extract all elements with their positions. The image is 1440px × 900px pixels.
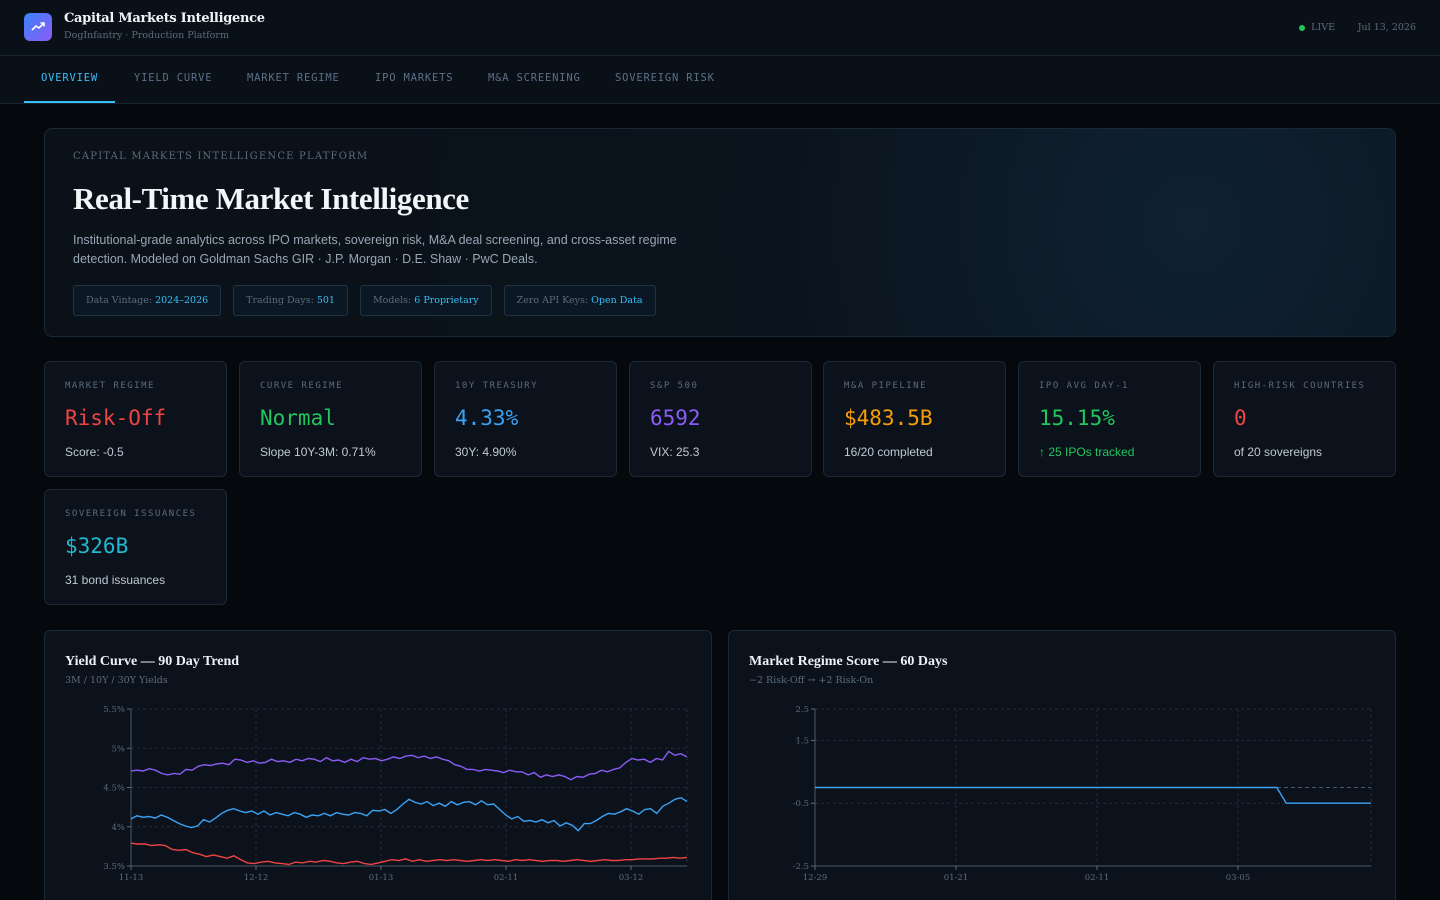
metric-card-sp500: S&P 500 6592 VIX: 25.3 [629,361,812,477]
y-tick-label: 4.5% [103,784,125,794]
metric-label: CURVE REGIME [260,381,344,391]
series-line-0 [130,750,688,781]
tab-sovereign-risk[interactable]: SOVEREIGN RISK [615,72,715,84]
chip-value: 2024–2026 [155,295,209,306]
live-indicator: LIVE [1299,22,1335,33]
x-tick-label: 02-11 [494,873,519,883]
hero-banner: CAPITAL MARKETS INTELLIGENCE PLATFORM Re… [44,128,1396,337]
chip-label: Zero API Keys: [516,295,589,306]
chart-title: Yield Curve — 90 Day Trend [65,654,240,669]
metric-value: 0 [1234,406,1247,430]
app-title: Capital Markets Intelligence [64,11,265,26]
chip-label: Data Vintage: [86,295,153,306]
metric-label: SOVEREIGN ISSUANCES [65,509,197,519]
chip-data-vintage: Data Vintage: 2024–2026 [73,285,222,316]
tab-overview[interactable]: OVERVIEW [24,56,115,103]
chart-title: Market Regime Score — 60 Days [749,654,948,669]
series-line-1 [130,796,688,832]
top-bar: Capital Markets Intelligence DogInfantry… [0,0,1440,56]
trending-up-icon[interactable] [24,13,52,41]
tab-ma-screening[interactable]: M&A SCREENING [488,72,581,84]
tab-ipo-markets[interactable]: IPO MARKETS [375,72,454,84]
x-tick-label: 01-21 [944,873,969,883]
market-regime-chart: 12-29 01-21 02-11 03-05 -2.5 -0.5 1.5 2.5 [793,705,1372,883]
metric-subtext: 30Y: 4.90% [455,445,517,459]
metric-subtext: Score: -0.5 [65,445,124,459]
x-tick-label: 03-12 [619,873,644,883]
y-tick-label: 4% [112,823,126,833]
tab-yield-curve[interactable]: YIELD CURVE [134,72,213,84]
metric-label: 10Y TREASURY [455,381,539,391]
metric-card-10y-treasury: 10Y TREASURY 4.33% 30Y: 4.90% [434,361,617,477]
hero-description: Institutional-grade analytics across IPO… [73,233,677,266]
chip-label: Models: [372,295,412,306]
y-tick-label: 1.5 [795,736,809,746]
market-regime-panel: Market Regime Score — 60 Days −2 Risk-Of… [728,630,1396,900]
y-tick-label: -2.5 [793,862,809,872]
current-date: Jul 13, 2026 [1357,22,1416,33]
metric-subtext: 16/20 completed [844,445,933,459]
metric-value: 15.15% [1039,406,1115,430]
metric-subtext: of 20 sovereigns [1234,445,1323,459]
chip-trading-days: Trading Days: 501 [233,285,348,316]
metric-value: 6592 [650,406,701,430]
metric-subtext: 31 bond issuances [65,573,166,587]
tab-bar: OVERVIEW YIELD CURVE MARKET REGIME IPO M… [0,56,1440,104]
hero-kicker: CAPITAL MARKETS INTELLIGENCE PLATFORM [73,151,369,162]
metric-label: MARKET REGIME [65,381,155,391]
chart-subtitle: 3M / 10Y / 30Y Yields [65,675,168,686]
metric-label: HIGH-RISK COUNTRIES [1234,381,1366,391]
series-line-2 [130,842,688,866]
metric-card-ma-pipeline: M&A PIPELINE $483.5B 16/20 completed [823,361,1006,477]
metric-card-curve-regime: CURVE REGIME Normal Slope 10Y-3M: 0.71% [239,361,422,477]
hero-title: Real-Time Market Intelligence [73,181,469,216]
chip-models: Models: 6 Proprietary [359,285,492,316]
yield-curve-panel: Yield Curve — 90 Day Trend 3M / 10Y / 30… [44,630,712,900]
y-tick-label: 5.5% [103,705,125,715]
metric-value: $326B [65,534,129,558]
metric-card-high-risk-countries: HIGH-RISK COUNTRIES 0 of 20 sovereigns [1213,361,1396,477]
metric-subtext: VIX: 25.3 [650,445,700,459]
metric-card-sovereign-issuances: SOVEREIGN ISSUANCES $326B 31 bond issuan… [44,489,227,605]
tab-market-regime[interactable]: MARKET REGIME [247,72,340,84]
x-tick-label: 02-11 [1085,873,1110,883]
y-tick-label: 2.5 [795,705,809,715]
x-tick-label: 01-13 [369,873,394,883]
x-tick-label: 12-29 [803,873,828,883]
x-tick-label: 03-05 [1226,873,1251,883]
metric-card-market-regime: MARKET REGIME Risk-Off Score: -0.5 [44,361,227,477]
hero-chips: Data Vintage: 2024–2026 Trading Days: 50… [73,285,656,316]
chart-subtitle: −2 Risk-Off → +2 Risk-On [749,675,874,686]
chip-value: 501 [316,295,335,306]
metric-subtext: ↑ 25 IPOs tracked [1039,445,1135,459]
metric-label: IPO AVG DAY-1 [1039,381,1129,391]
metric-subtext: Slope 10Y-3M: 0.71% [260,445,376,459]
y-tick-label: 3.5% [103,862,125,872]
chip-api-keys: Zero API Keys: Open Data [503,285,656,316]
y-tick-label: -0.5 [793,799,809,809]
app-subtitle: DogInfantry · Production Platform [64,30,229,41]
x-tick-label: 11-13 [119,873,144,883]
chip-value: 6 Proprietary [414,295,479,306]
metric-label: M&A PIPELINE [844,381,928,391]
chip-label: Trading Days: [246,295,314,306]
metric-label: S&P 500 [650,381,699,391]
live-label: LIVE [1311,22,1335,33]
yield-curve-chart: 11-13 12-12 01-13 02-11 03-12 3.5% 4% 4.5% 5% 5.5… [103,705,688,883]
chip-value: Open Data [591,295,643,306]
y-tick-label: 5% [112,744,126,754]
metric-value: Normal [260,406,336,430]
series-line-0 [815,786,1371,804]
metric-value: Risk-Off [65,406,167,430]
x-tick-label: 12-12 [244,873,269,883]
metric-value: 4.33% [455,406,519,430]
metric-value: $483.5B [844,406,933,430]
live-dot-icon [1299,24,1306,31]
metric-card-ipo-avg-day1: IPO AVG DAY-1 15.15% ↑ 25 IPOs tracked [1018,361,1201,477]
